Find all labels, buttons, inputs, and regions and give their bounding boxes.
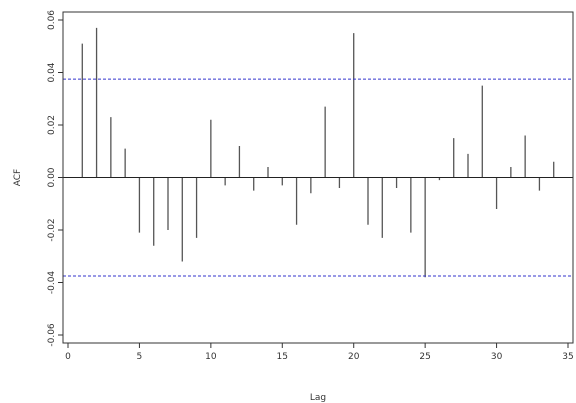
x-axis: 0 5 10 15 20 25 30 35 <box>65 343 574 362</box>
x-tick-label-10: 10 <box>205 352 217 362</box>
y-tick-label-4: 0.02 <box>47 115 57 135</box>
stems-group <box>81 27 555 278</box>
x-tick-label-25: 25 <box>419 352 430 362</box>
x-tick-label-5: 5 <box>137 352 143 362</box>
y-tick-label-6: 0.06 <box>47 10 57 30</box>
x-tick-label-30: 30 <box>491 352 503 362</box>
y-tick-label-3: 0.00 <box>47 167 57 187</box>
y-axis-title: ACF <box>13 169 23 186</box>
y-tick-label-5: 0.04 <box>47 62 57 82</box>
x-tick-label-35: 35 <box>562 352 573 362</box>
x-axis-title: Lag <box>310 393 326 403</box>
x-tick-label-15: 15 <box>277 352 288 362</box>
y-tick-label-2: -0.02 <box>47 218 57 241</box>
x-tick-label-20: 20 <box>348 352 360 362</box>
y-axis: -0.06 -0.04 -0.02 0.00 0.02 0.04 0.06 <box>47 10 63 347</box>
y-tick-label-1: -0.04 <box>47 271 57 295</box>
x-tick-label-0: 0 <box>65 352 71 362</box>
confidence-band-group <box>63 78 573 277</box>
y-tick-label-0: -0.06 <box>47 323 57 347</box>
